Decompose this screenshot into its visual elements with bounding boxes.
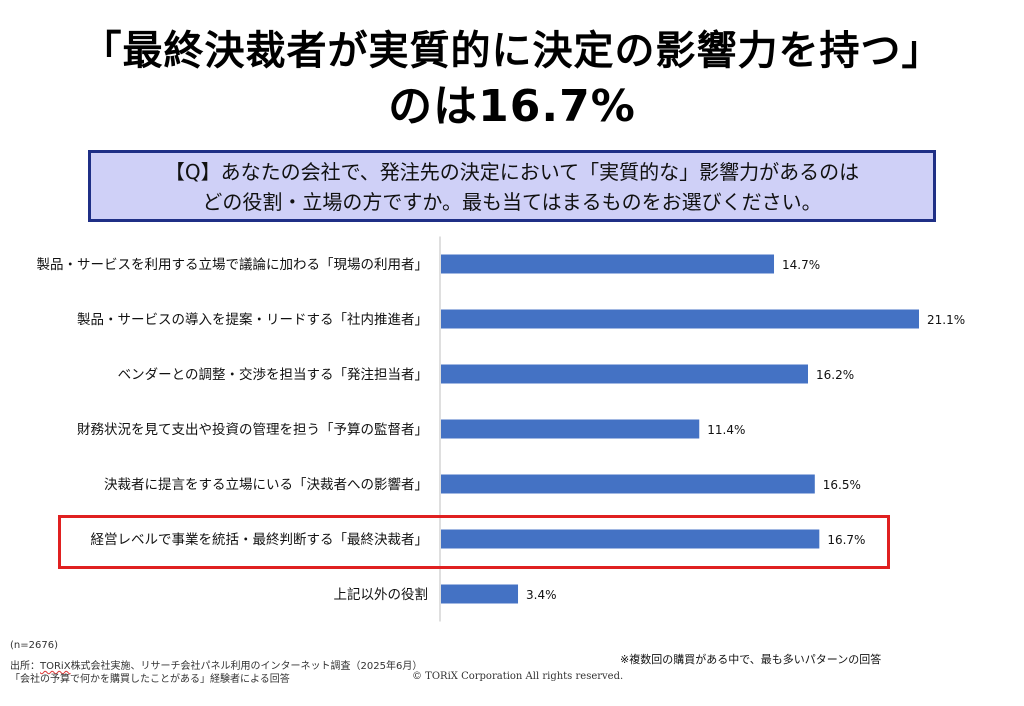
category-label: ベンダーとの調整・交渉を担当する「発注担当者」 (118, 366, 428, 383)
bar (441, 309, 919, 329)
bar (441, 254, 775, 274)
question-box: 【Q】あなたの会社で、発注先の決定において「実質的な」影響力があるのは どの役割… (88, 150, 936, 222)
source-prefix: 出所： (10, 661, 40, 672)
category-label: 経営レベルで事業を統括・最終判断する「最終決裁者」 (91, 532, 429, 548)
value-label: 11.4% (707, 423, 745, 437)
bar (441, 529, 820, 549)
bar-chart: 製品・サービスを利用する立場で議論に加わる「現場の利用者」 14.7% 製品・サービ… (37, 236, 965, 622)
value-label: 3.4% (526, 588, 557, 602)
source-brand: TORiX (40, 661, 71, 672)
category-label: 上記以外の役割 (334, 586, 429, 603)
highlight-box (58, 515, 890, 569)
category-label: 製品・サービスの導入を提案・リードする「社内推進者」 (77, 311, 428, 328)
value-label: 16.7% (827, 533, 865, 547)
value-label: 16.5% (823, 478, 861, 492)
value-label: 14.7% (782, 258, 820, 272)
value-label: 16.2% (816, 368, 854, 382)
source-line2: 「会社の予算で何かを購買したことがある」経験者による回答 (10, 674, 290, 685)
bar (441, 474, 815, 494)
bar (441, 419, 700, 439)
category-label: 決裁者に提言をする立場にいる「決裁者への影響者」 (104, 476, 428, 493)
question-line2: どの役割・立場の方ですか。最も当てはまるものをお選びください。 (202, 190, 822, 214)
sample-size-note: (n=2676) (10, 640, 58, 651)
value-label: 21.1% (927, 313, 965, 327)
chart-title-line2: のは16.7% (388, 81, 636, 132)
question-line1: 【Q】あなたの会社で、発注先の決定において「実質的な」影響力があるのは (164, 160, 860, 184)
source-rest: 株式会社実施、リサーチ会社パネル利用のインターネット調査（2025年6月） (70, 661, 423, 672)
copyright: © TORiX Corporation All rights reserved. (412, 671, 624, 682)
bar (441, 584, 519, 604)
category-label: 製品・サービスを利用する立場で議論に加わる「現場の利用者」 (37, 256, 429, 273)
footnote: ※複数回の購買がある中で、最も多いパターンの回答 (620, 653, 882, 666)
bar (441, 364, 808, 384)
source-line1: 出所：TORiX株式会社実施、リサーチ会社パネル利用のインターネット調査（202… (10, 657, 422, 672)
category-label: 財務状況を見て支出や投資の管理を担う「予算の監督者」 (77, 421, 428, 438)
chart-title-line1: 「最終決裁者が実質的に決定の影響力を持つ」 (81, 28, 943, 74)
bars-group: 製品・サービスを利用する立場で議論に加わる「現場の利用者」 14.7% 製品・サービ… (37, 254, 965, 604)
